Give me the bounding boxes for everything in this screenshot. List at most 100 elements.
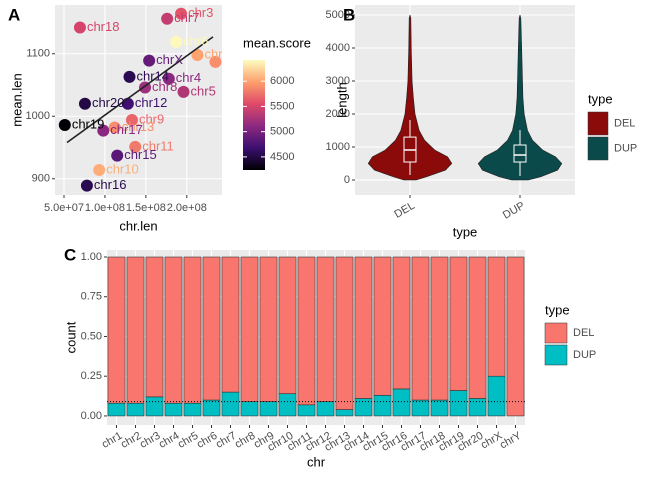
colorbar-title: mean.score: [243, 35, 311, 50]
y-tick-label: 0: [344, 174, 350, 186]
y-tick-label: 3000: [326, 75, 350, 87]
point-label: chr7: [174, 10, 199, 25]
point: [111, 149, 124, 162]
bar-segment: [373, 394, 392, 417]
bar-segment: [164, 402, 183, 417]
point: [209, 55, 222, 68]
point: [58, 119, 71, 131]
bar-segment: [107, 256, 126, 404]
legend-label: DUP: [573, 349, 596, 361]
point: [123, 70, 136, 83]
bar-segment: [107, 402, 126, 417]
point: [161, 12, 174, 25]
panel-label: A: [8, 5, 20, 24]
x-tick-label: DEL: [392, 200, 417, 221]
bar-segment: [278, 256, 297, 394]
bar-segment: [449, 390, 468, 417]
bar-segment: [354, 256, 373, 399]
bar-segment: [278, 393, 297, 417]
colorbar-tick-label: 6000: [270, 75, 294, 87]
bar-segment: [411, 256, 430, 401]
bar-segment: [164, 256, 183, 404]
point-label: chrX: [156, 52, 183, 67]
violin: [477, 14, 563, 181]
bar-segment: [335, 256, 354, 410]
legend-title: type: [588, 91, 613, 106]
y-tick-label: 1100: [26, 48, 50, 60]
x-tick-label: chrY: [498, 429, 524, 451]
point: [143, 54, 156, 67]
bar-segment: [221, 391, 240, 417]
y-axis-title: mean.len: [9, 73, 24, 126]
trend-line: [66, 36, 214, 144]
point-label: chr20: [92, 95, 125, 110]
box: [513, 144, 527, 163]
point: [129, 140, 142, 153]
x-axis-title: type: [453, 224, 478, 239]
y-tick-label: 900: [32, 173, 50, 185]
colorbar: [243, 60, 265, 170]
bar-segment: [487, 256, 506, 377]
point-label: chr16: [94, 177, 127, 192]
bar-segment: [392, 388, 411, 417]
x-tick-label: 1.0e+08: [85, 202, 125, 214]
point: [78, 97, 91, 110]
bar-segment: [126, 256, 145, 404]
bar-segment: [373, 256, 392, 396]
y-tick-label: 2000: [326, 108, 350, 120]
point-label: chr12: [135, 95, 168, 110]
y-tick-label: 0.00: [81, 410, 102, 422]
point: [125, 114, 138, 126]
bar-segment: [468, 256, 487, 399]
bar-segment: [316, 256, 335, 402]
bar-segment: [145, 256, 164, 398]
point-label: chr3: [188, 5, 213, 20]
x-axis-title: chr: [307, 454, 326, 469]
point-label: chr2: [204, 46, 229, 61]
point-label: chr8: [152, 79, 177, 94]
point: [191, 49, 204, 61]
point-label: chr19: [72, 116, 105, 131]
bar-segment: [145, 396, 164, 417]
point-label: chr13: [122, 119, 155, 134]
bar-segment: [202, 399, 221, 417]
bar-segment: [430, 256, 449, 401]
y-tick-label: 5000: [326, 9, 350, 21]
y-tick-label: 0.75: [81, 291, 102, 303]
legend-key: [587, 111, 609, 136]
point-label: chr18: [87, 19, 120, 34]
legend-title: type: [545, 302, 570, 317]
y-tick-label: 4000: [326, 42, 350, 54]
point: [93, 164, 106, 176]
point-label: chr15: [124, 147, 157, 162]
point-label: chr17: [110, 122, 143, 137]
bar-segment: [430, 399, 449, 417]
point: [162, 72, 175, 85]
bar-segment: [202, 256, 221, 401]
point: [177, 85, 190, 98]
point: [97, 124, 110, 137]
bar-segment: [183, 256, 202, 404]
legend-key: [544, 344, 568, 366]
y-tick-label: 1000: [326, 141, 350, 153]
bar-segment: [335, 409, 354, 417]
point: [73, 21, 86, 34]
point: [170, 35, 183, 48]
bar-segment: [316, 401, 335, 417]
panel-label: C: [64, 245, 76, 264]
violin: [367, 14, 453, 181]
y-axis-title: length: [334, 82, 349, 117]
bar-segment: [297, 404, 316, 417]
panel-label: B: [343, 5, 355, 24]
bar-segment: [411, 399, 430, 417]
point-label: chr10: [106, 161, 139, 176]
legend-key: [587, 136, 609, 161]
x-tick-label: 1.5e+08: [126, 202, 166, 214]
y-tick-label: 1000: [26, 110, 50, 122]
point-label: chr11: [142, 138, 174, 153]
y-tick-label: 1.00: [81, 251, 102, 263]
point: [108, 121, 121, 134]
x-tick-label: 5.0e+07: [44, 202, 84, 214]
